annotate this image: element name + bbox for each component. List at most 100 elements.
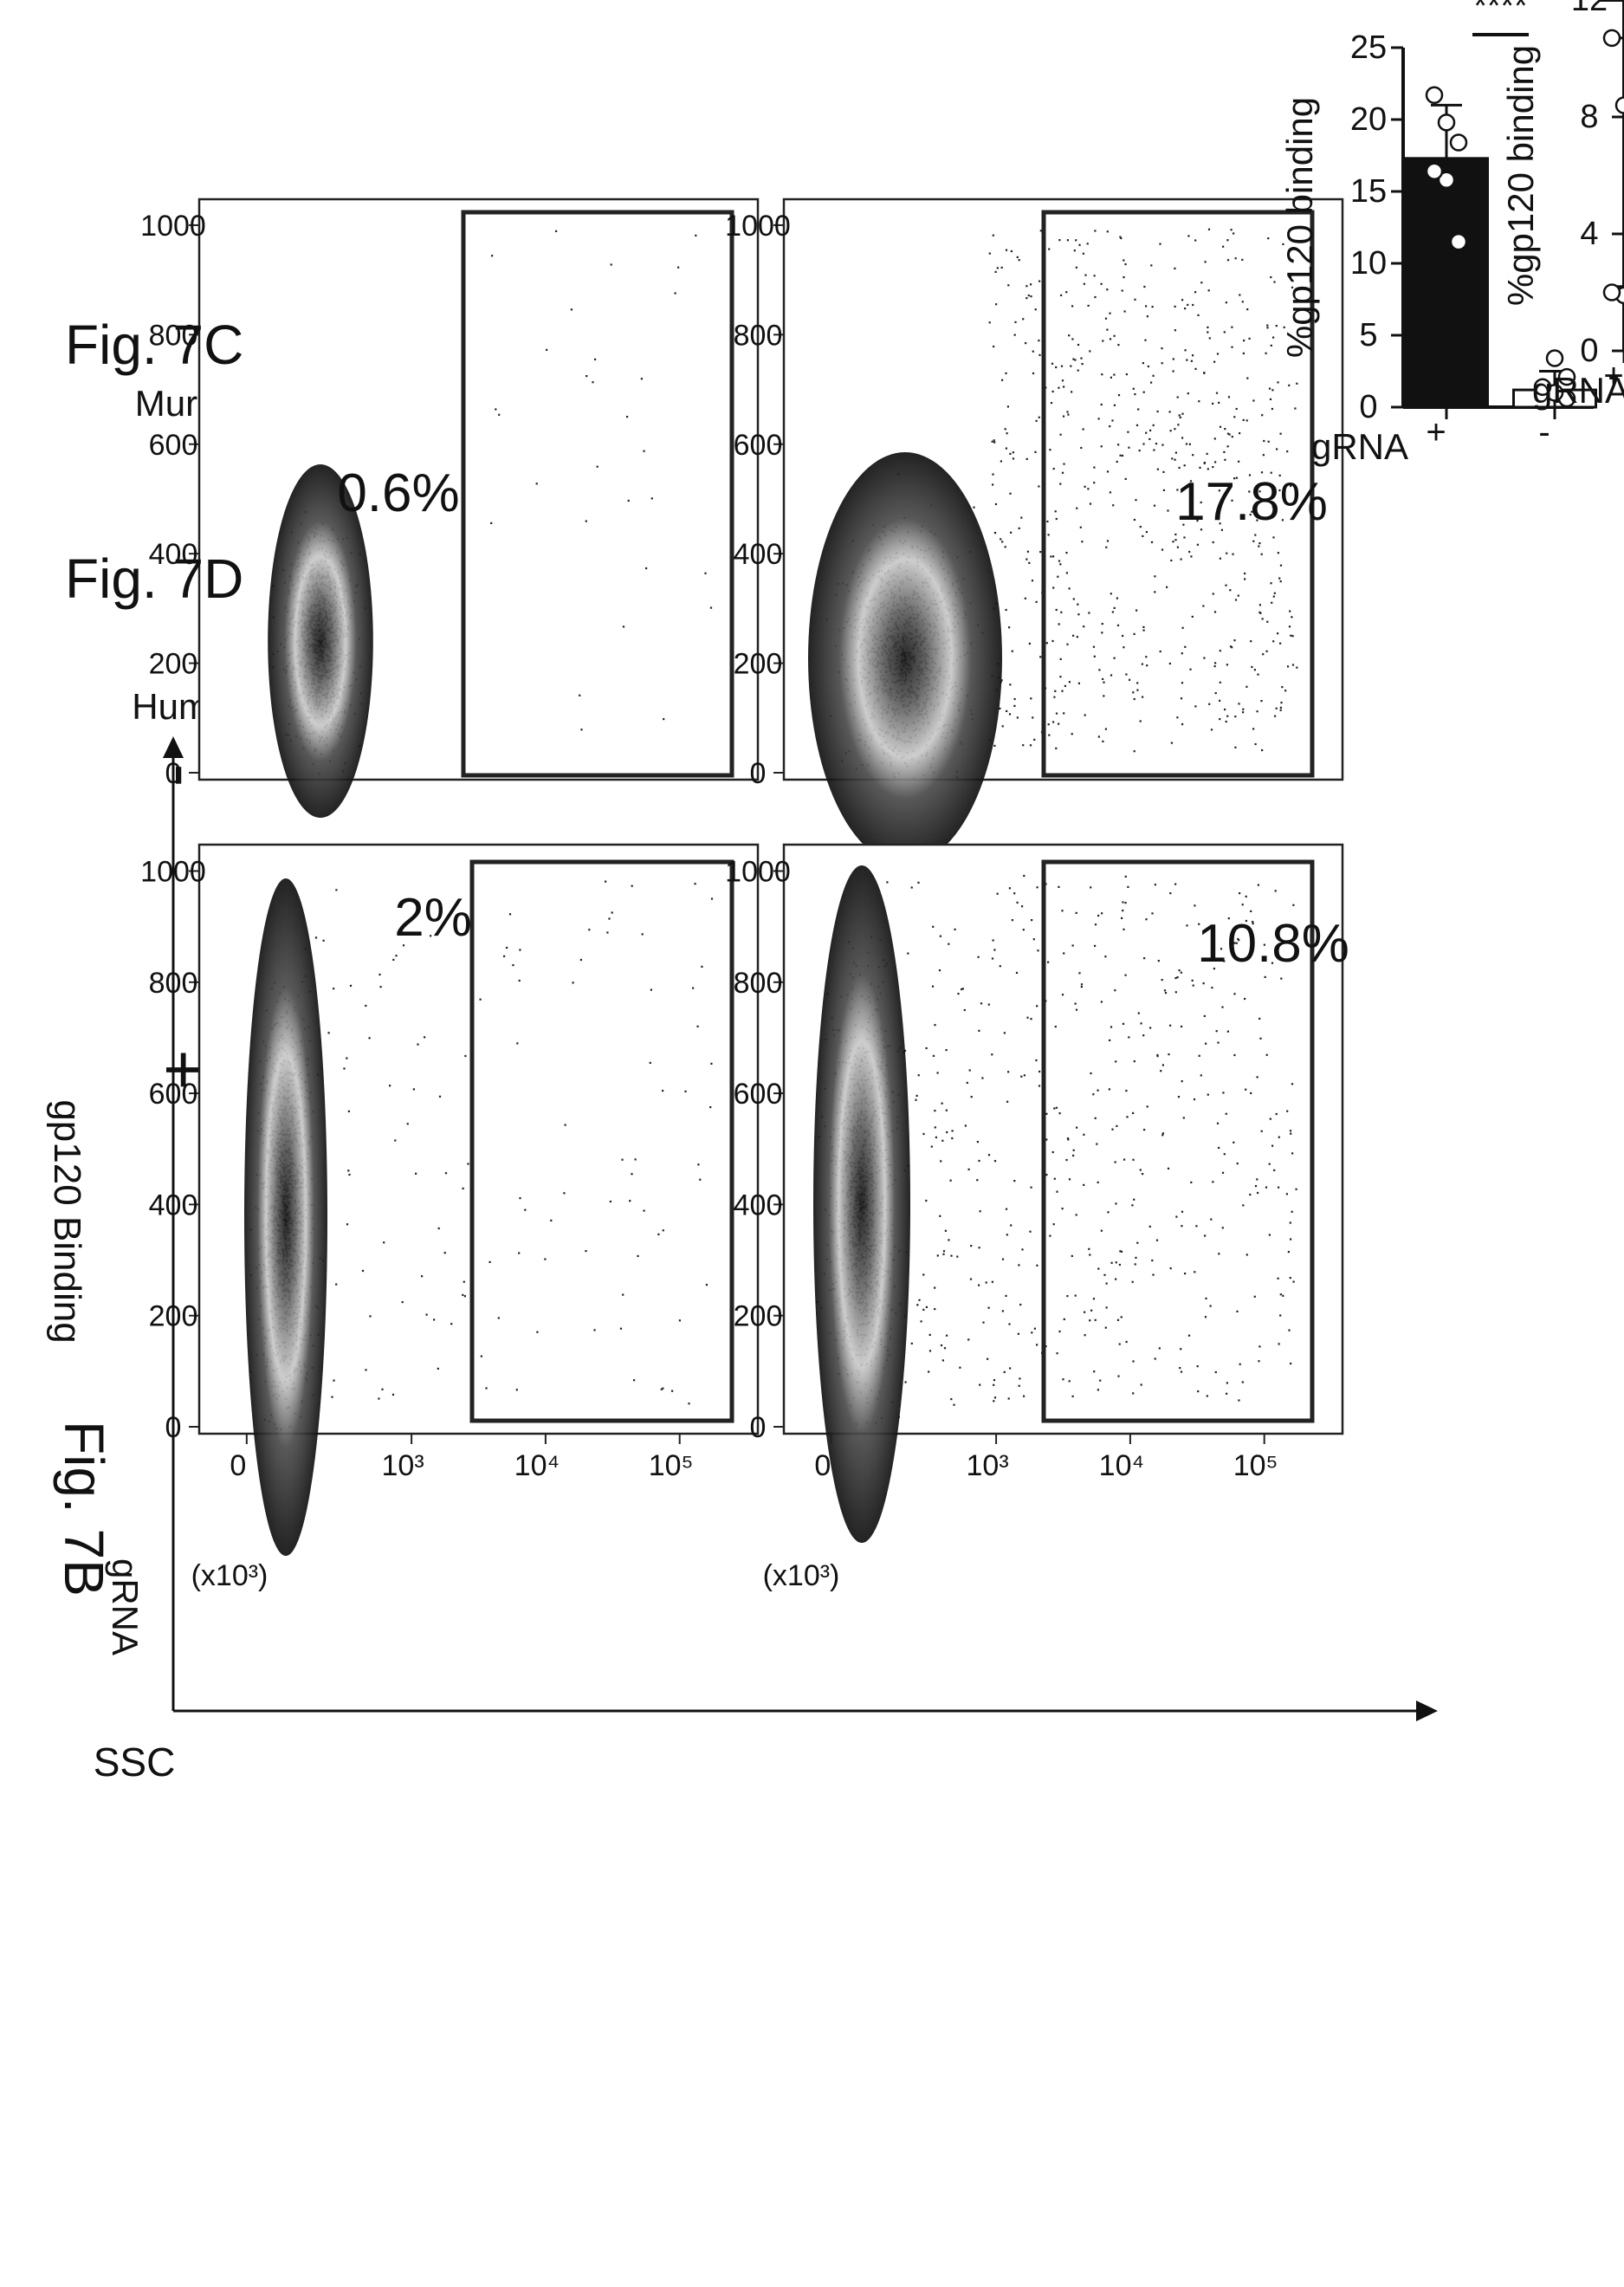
- event-dot: [1048, 248, 1051, 250]
- event-dot: [1030, 1018, 1032, 1020]
- event-dot: [1066, 239, 1069, 242]
- event-dot: [1254, 534, 1257, 536]
- event-dot: [1007, 1397, 1010, 1400]
- y-tick-label: 600: [149, 429, 198, 462]
- event-dot: [1083, 282, 1085, 285]
- event-dot: [593, 358, 597, 360]
- event-dot: [1016, 901, 1019, 904]
- event-dot: [1084, 485, 1086, 488]
- event-dot: [1275, 325, 1278, 327]
- event-dot: [1033, 1327, 1036, 1330]
- event-dot: [1135, 499, 1137, 502]
- event-dot: [1181, 682, 1184, 684]
- event-dot: [417, 1043, 419, 1046]
- event-dot: [1094, 923, 1097, 926]
- event-dot: [1136, 609, 1138, 612]
- event-dot: [1011, 650, 1013, 652]
- event-dot: [480, 1355, 482, 1357]
- event-dot: [1009, 492, 1012, 495]
- event-dot: [1207, 331, 1209, 334]
- event-dot: [1184, 349, 1187, 352]
- event-dot: [1161, 979, 1163, 982]
- event-dot: [1071, 305, 1074, 308]
- event-dot: [1093, 655, 1096, 658]
- event-dot: [1263, 439, 1265, 443]
- event-dot: [886, 881, 889, 884]
- event-dot: [1242, 711, 1245, 714]
- event-dot: [1198, 400, 1200, 403]
- event-dot: [462, 1293, 464, 1297]
- ssc-axis-arrowhead: [1416, 1701, 1438, 1721]
- event-dot: [1127, 885, 1129, 888]
- event-dot: [1208, 337, 1211, 340]
- event-dot: [420, 1275, 424, 1278]
- event-dot: [1082, 428, 1084, 431]
- event-dot: [1116, 624, 1120, 626]
- event-dot: [570, 308, 573, 311]
- event-dot: [625, 416, 629, 418]
- event-dot: [1258, 542, 1261, 545]
- event-dot: [1267, 440, 1270, 443]
- event-dot: [1242, 418, 1245, 421]
- event-dot: [699, 1178, 702, 1181]
- event-dot: [1155, 443, 1158, 445]
- event-dot: [936, 1072, 939, 1074]
- event-dot: [1075, 1008, 1078, 1011]
- event-dot: [488, 1260, 491, 1264]
- event-dot: [1194, 291, 1197, 294]
- event-dot: [979, 1210, 981, 1213]
- y-tick-label: 1000: [140, 855, 206, 888]
- event-dot: [1131, 1204, 1134, 1207]
- event-dot: [388, 1085, 391, 1087]
- event-dot: [1142, 629, 1145, 632]
- event-dot: [1026, 297, 1028, 300]
- event-dot: [1124, 902, 1127, 904]
- event-dot: [1104, 956, 1107, 958]
- event-dot: [1190, 360, 1193, 362]
- event-dot: [1232, 553, 1234, 555]
- event-dot: [1001, 379, 1004, 381]
- plot-frame: [782, 843, 1344, 1435]
- event-dot: [1131, 1280, 1134, 1283]
- event-dot: [1110, 674, 1113, 677]
- event-dot: [1001, 725, 1004, 728]
- event-dot: [1200, 501, 1202, 504]
- event-dot: [1194, 904, 1196, 907]
- event-dot: [1021, 1248, 1024, 1251]
- event-dot: [1099, 1379, 1102, 1382]
- event-dot: [1121, 917, 1123, 920]
- event-dot: [1225, 301, 1227, 304]
- event-dot: [1151, 306, 1154, 308]
- event-dot: [1196, 543, 1199, 546]
- event-dot: [1154, 591, 1156, 593]
- event-dot: [644, 567, 648, 570]
- event-dot: [1289, 1221, 1291, 1224]
- event-dot: [1076, 1126, 1078, 1129]
- event-dot: [1226, 664, 1228, 666]
- event-dot: [1110, 1026, 1113, 1028]
- event-dot: [1175, 1215, 1178, 1218]
- event-dot: [1045, 642, 1048, 645]
- event-dot: [1111, 419, 1114, 422]
- event-dot: [1170, 742, 1173, 744]
- event-dot: [1068, 334, 1071, 337]
- event-dot: [1026, 457, 1028, 460]
- event-dot: [631, 1173, 633, 1176]
- event-dot: [1012, 451, 1014, 454]
- event-dot: [1186, 924, 1188, 927]
- event-dot: [1231, 436, 1233, 438]
- event-dot: [348, 1173, 351, 1176]
- event-dot: [1021, 905, 1024, 908]
- event-dot: [1118, 1343, 1121, 1345]
- event-dot: [1214, 692, 1217, 695]
- event-dot: [497, 1317, 500, 1319]
- event-dot: [1022, 744, 1025, 747]
- event-dot: [1281, 686, 1284, 689]
- event-dot: [1259, 1037, 1262, 1040]
- event-dot: [365, 1004, 367, 1007]
- event-dot: [1203, 372, 1206, 374]
- event-dot: [554, 230, 558, 232]
- event-dot: [976, 1179, 979, 1182]
- event-dot: [925, 1199, 928, 1202]
- event-dot: [622, 1293, 624, 1296]
